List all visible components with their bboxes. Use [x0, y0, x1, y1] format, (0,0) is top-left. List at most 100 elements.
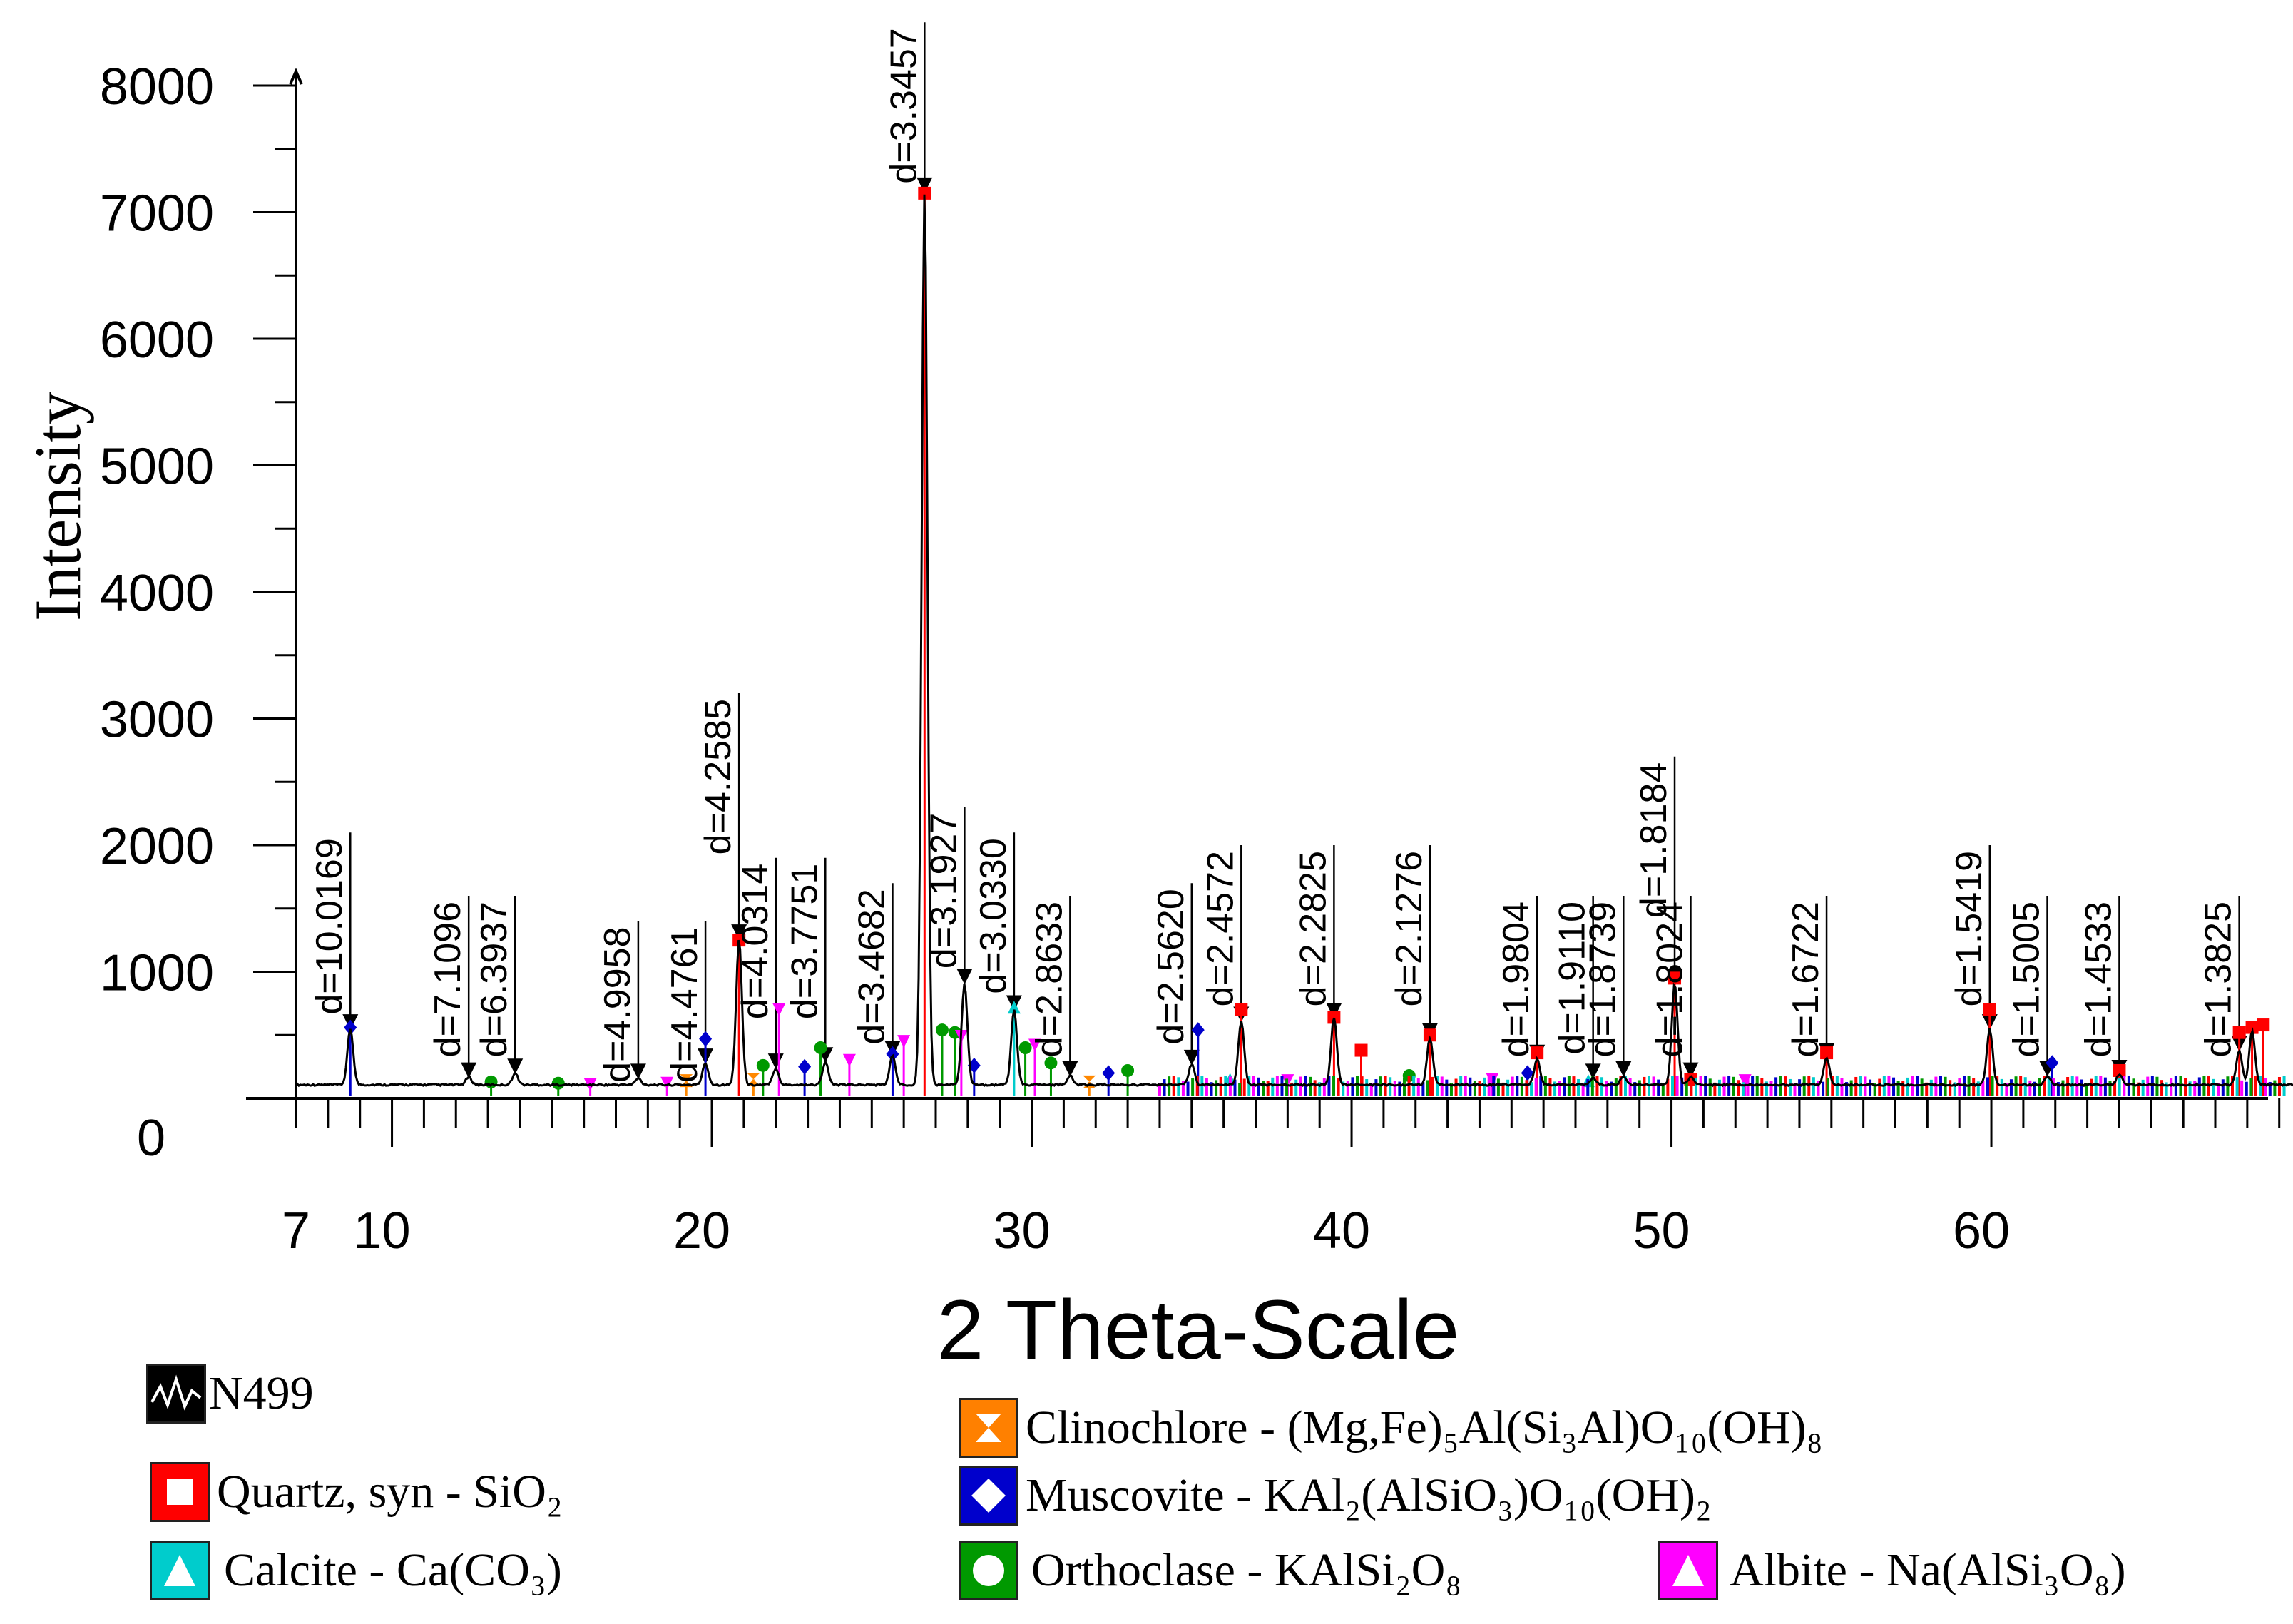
quartz-marker — [2232, 1026, 2246, 1039]
d-spacing-label: d=3.4682 — [851, 889, 892, 1044]
quartz-marker — [1423, 1028, 1436, 1042]
orthoclase-marker — [1044, 1056, 1058, 1070]
quartz-marker — [2245, 1021, 2259, 1034]
d-spacing-label: d=1.3825 — [2198, 902, 2240, 1057]
diffraction-pattern-line — [295, 194, 2293, 1088]
quartz-marker — [918, 186, 931, 200]
x-tick-label: 20 — [673, 1202, 730, 1260]
d-spacing-label: d=10.0169 — [309, 838, 350, 1014]
orthoclase-marker — [756, 1058, 770, 1072]
d-spacing-label: d=4.0314 — [735, 864, 776, 1019]
d-spacing-labels: d=10.0169 d=7.1096 d=6.3937 d=4.9958 d=4.476… — [309, 28, 2239, 1083]
muscovite-marker — [1521, 1065, 1534, 1081]
d-spacing-label: d=2.1276 — [1389, 851, 1430, 1006]
y-tick-label: 2000 — [100, 818, 214, 875]
d-spacing-arrowhead — [1183, 1049, 1200, 1066]
d-spacing-label: d=4.9958 — [597, 927, 638, 1083]
quartz-marker — [1820, 1046, 1834, 1060]
d-spacing-label: d=1.5419 — [1949, 851, 1990, 1006]
albite-marker — [1738, 1074, 1752, 1088]
quartz-marker — [2257, 1018, 2270, 1032]
plot-axes: 0 1000 2000 3000 4000 5000 6000 7000 8000 7 10 20 30… — [100, 58, 2281, 1260]
orthoclase-marker — [1121, 1063, 1135, 1077]
d-spacing-arrowhead — [1326, 1003, 1342, 1019]
y-axis-title: Intensity — [21, 392, 94, 621]
d-spacing-arrowhead — [630, 1063, 646, 1080]
d-spacing-arrowhead — [916, 177, 933, 193]
d-spacing-label: d=1.6722 — [1785, 902, 1827, 1057]
d-spacing-label: d=3.3457 — [883, 28, 924, 183]
albite-marker — [1028, 1038, 1042, 1052]
x-axis-title: 2 Theta-Scale — [937, 1283, 1460, 1377]
muscovite-marker — [2046, 1055, 2059, 1071]
quartz-marker — [1235, 1003, 1248, 1016]
x-tick-label: 50 — [1633, 1202, 1690, 1260]
y-tick-label: 6000 — [100, 312, 214, 369]
orthoclase-marker — [935, 1023, 949, 1037]
d-spacing-lines — [342, 22, 2247, 1080]
x-tick-label: 60 — [1953, 1202, 2010, 1260]
albite-marker — [660, 1076, 674, 1090]
y-tick-label: 4000 — [100, 565, 214, 622]
muscovite-marker — [344, 1019, 357, 1036]
d-spacing-label: d=1.9110 — [1552, 902, 1593, 1054]
d-spacing-label: d=7.1096 — [427, 902, 469, 1057]
orthoclase-marker — [814, 1041, 827, 1054]
d-spacing-label: d=4.2585 — [698, 699, 739, 854]
albite-marker — [772, 1003, 786, 1016]
y-tick-label: 7000 — [100, 185, 214, 242]
d-spacing-label: d=3.7751 — [784, 864, 825, 1019]
quartz-marker — [1354, 1043, 1368, 1057]
d-spacing-arrowhead — [1062, 1061, 1078, 1077]
y-tick-label: 0 — [137, 1110, 165, 1167]
albite-marker — [842, 1053, 856, 1067]
x-tick-label: 10 — [354, 1202, 411, 1260]
d-spacing-arrowhead — [1585, 1063, 1601, 1080]
d-spacing-label: d=3.1927 — [923, 813, 964, 969]
d-spacing-label: d=2.5620 — [1150, 889, 1192, 1044]
orthoclase-marker — [1018, 1041, 1032, 1054]
quartz-marker — [2113, 1063, 2126, 1077]
d-spacing-label: d=1.4533 — [2078, 902, 2119, 1057]
y-axis-arrow — [289, 68, 303, 85]
y-tick-label: 1000 — [100, 945, 214, 1002]
d-spacing-label: d=2.8633 — [1028, 902, 1070, 1057]
d-spacing-label: d=4.4761 — [664, 927, 705, 1083]
quartz-marker — [1983, 1003, 1996, 1016]
d-spacing-arrowhead — [507, 1058, 524, 1075]
muscovite-marker — [699, 1031, 713, 1047]
quartz-marker — [1668, 971, 1682, 985]
muscovite-marker — [798, 1058, 812, 1075]
d-spacing-arrowhead — [461, 1062, 477, 1078]
d-spacing-label: d=1.9804 — [1496, 902, 1537, 1057]
clinochlore-marker — [747, 1073, 760, 1086]
d-spacing-label: d=1.5005 — [2006, 902, 2048, 1057]
d-spacing-label: d=2.2825 — [1292, 851, 1334, 1006]
d-spacing-arrowhead — [1682, 1062, 1699, 1078]
d-spacing-arrowhead — [956, 969, 973, 985]
phase-markers — [344, 186, 2286, 1096]
y-tick-label: 5000 — [100, 439, 214, 496]
albite-marker — [897, 1035, 911, 1048]
d-spacing-label: d=3.0330 — [973, 838, 1014, 994]
calcite-marker — [1007, 1001, 1021, 1014]
d-spacing-label: d=1.8184 — [1633, 762, 1675, 918]
muscovite-marker — [1191, 1022, 1205, 1038]
y-tick-label: 8000 — [100, 58, 214, 116]
d-spacing-arrowhead — [1615, 1061, 1632, 1077]
d-spacing-label: d=6.3937 — [474, 902, 515, 1057]
y-tick-label: 3000 — [100, 692, 214, 749]
muscovite-marker — [886, 1046, 899, 1062]
x-tick-label: 30 — [994, 1202, 1051, 1260]
orthoclase-marker — [484, 1075, 498, 1088]
d-spacing-label: d=1.8739 — [1582, 902, 1623, 1057]
d-spacing-label: d=1.8024 — [1649, 902, 1690, 1057]
quartz-marker — [1327, 1011, 1341, 1024]
d-spacing-arrowhead — [731, 924, 747, 941]
x-tick-label: 7 — [282, 1202, 310, 1260]
quartz-marker — [1531, 1046, 1544, 1060]
d-spacing-label: d=2.4572 — [1200, 851, 1241, 1006]
x-tick-label: 40 — [1313, 1202, 1370, 1260]
muscovite-marker — [1102, 1065, 1115, 1081]
